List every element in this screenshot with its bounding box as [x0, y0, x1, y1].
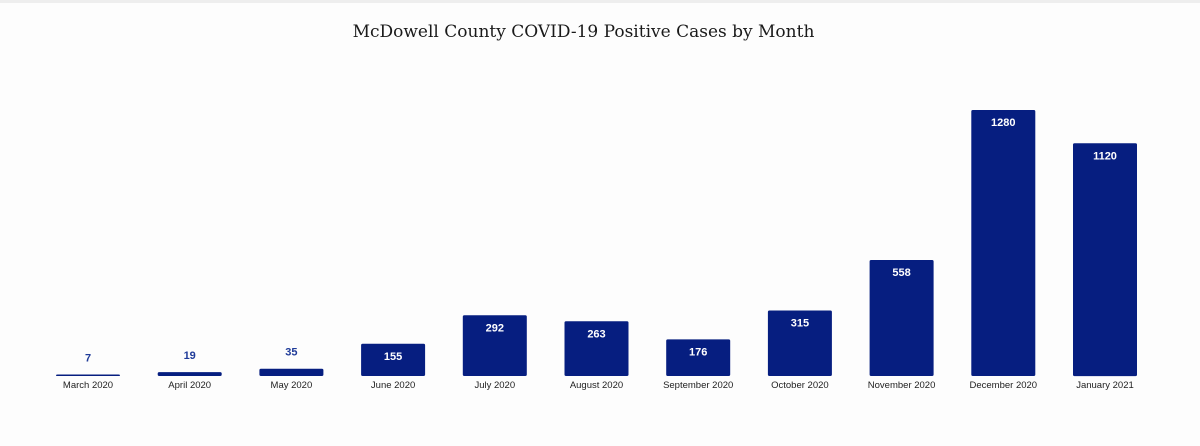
bar-january-2021 [1073, 143, 1137, 377]
x-tick-label: March 2020 [63, 380, 113, 391]
x-tick-label: July 2020 [474, 380, 515, 391]
bar-march-2020 [56, 374, 120, 376]
x-tick-label: January 2021 [1076, 380, 1134, 391]
bar-value-label: 19 [184, 350, 196, 362]
x-tick-label: December 2020 [969, 380, 1037, 391]
bar-value-label: 558 [892, 267, 910, 279]
bar-value-label: 292 [486, 322, 504, 334]
top-divider [0, 0, 1200, 3]
bar-value-label: 7 [85, 353, 91, 365]
bar-august-2020 [564, 321, 629, 376]
chart-title: McDowell County COVID-19 Positive Cases … [352, 22, 815, 42]
bar-july-2020 [462, 315, 527, 376]
bar-value-label: 1280 [991, 117, 1015, 129]
bar-value-label: 155 [384, 351, 402, 363]
x-tick-label: August 2020 [570, 380, 623, 391]
bar-october-2020 [767, 310, 832, 376]
x-tick-label: September 2020 [663, 380, 733, 391]
x-tick-label: October 2020 [771, 380, 829, 391]
x-tick-label: May 2020 [271, 380, 313, 391]
x-tick-label: April 2020 [168, 380, 211, 391]
bar-value-label: 1120 [1093, 150, 1117, 162]
x-tick-label: June 2020 [371, 380, 415, 391]
x-tick-label: November 2020 [868, 380, 936, 391]
bar-value-label: 315 [791, 318, 809, 330]
bar-june-2020 [361, 343, 426, 376]
bar-value-label: 35 [285, 347, 297, 359]
bar-may-2020 [259, 368, 324, 376]
bar-september-2020 [666, 339, 731, 376]
bar-value-label: 176 [689, 346, 707, 358]
bar-april-2020 [157, 372, 222, 376]
bar-november-2020 [869, 260, 934, 376]
bar-value-label: 263 [587, 328, 605, 340]
bar-december-2020 [971, 110, 1036, 376]
